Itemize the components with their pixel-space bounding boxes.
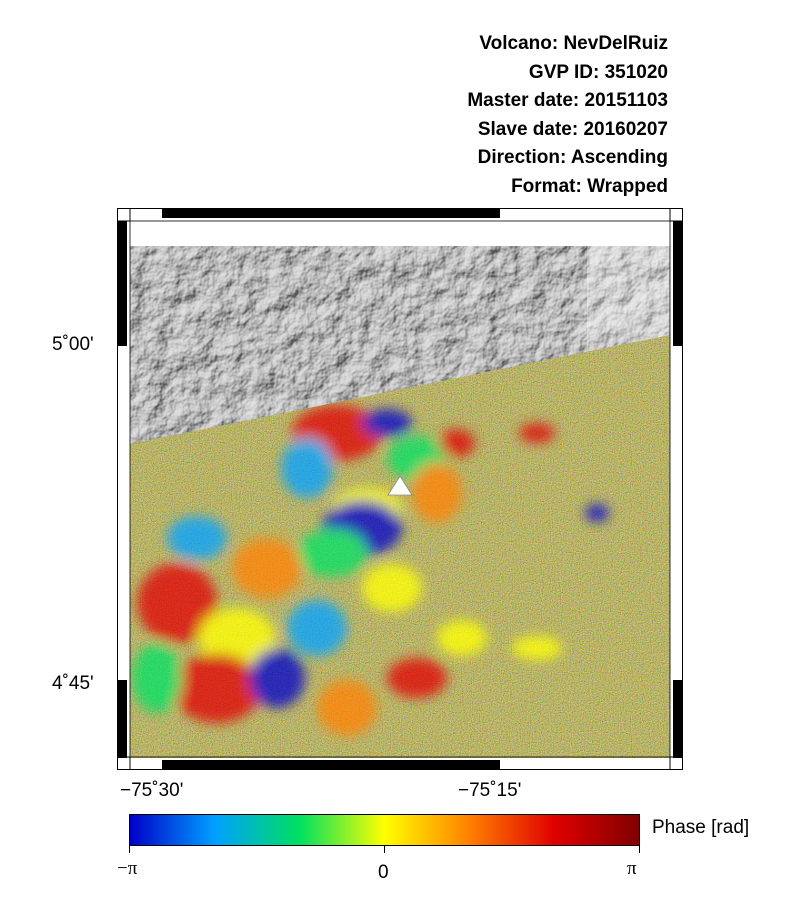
colorbar-gradient bbox=[129, 814, 640, 846]
colorbar-min-label: −π bbox=[117, 858, 138, 879]
latitude-label-4-45: 4˚45' bbox=[52, 673, 94, 694]
volcano-name: Volcano: NevDelRuiz bbox=[479, 33, 668, 54]
slave-date: Slave date: 20160207 bbox=[477, 118, 668, 140]
latitude-label-5-00: 5˚00' bbox=[52, 334, 94, 355]
colorbar-tick-mid bbox=[384, 846, 385, 853]
colorbar-tick-min bbox=[129, 846, 130, 853]
longitude-label-75-15: −75˚15' bbox=[458, 780, 522, 801]
volcano-triangle-icon bbox=[387, 475, 413, 496]
colorbar-max-label: π bbox=[627, 858, 637, 879]
colorbar-title: Phase [rad] bbox=[652, 817, 750, 838]
interferogram-map bbox=[117, 208, 683, 770]
colorbar-tick-max bbox=[639, 846, 640, 853]
phase-colorbar bbox=[129, 814, 640, 853]
metadata-block: Volcano: NevDelRuiz GVP ID: 351020 Maste… bbox=[467, 30, 668, 201]
master-date: Master date: 20151103 bbox=[467, 90, 668, 111]
gvp-id: GVP ID: 351020 bbox=[528, 61, 668, 83]
longitude-label-75-30: −75˚30' bbox=[120, 780, 184, 801]
colorbar-mid-label: 0 bbox=[378, 862, 389, 883]
direction: Direction: Ascending bbox=[477, 147, 668, 168]
format: Format: Wrapped bbox=[511, 175, 668, 197]
